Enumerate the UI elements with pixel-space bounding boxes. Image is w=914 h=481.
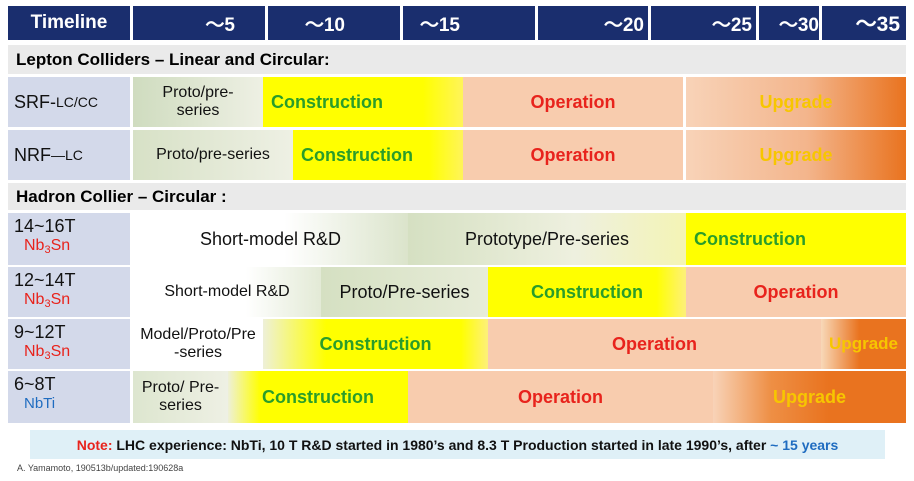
- r912-label-material: Nb3Sn: [24, 343, 71, 362]
- r1214-short-model: Short-model R&D: [133, 267, 321, 317]
- srf-label-sub: LC/CC: [56, 94, 99, 110]
- nrf-proto: Proto/pre-series: [133, 130, 293, 180]
- r1416-label-material: Nb3Sn: [24, 237, 71, 256]
- row-label-14-16t: 14~16T Nb3Sn: [8, 213, 130, 265]
- r1214-proto: Proto/Pre-series: [321, 267, 488, 317]
- row-label-srf: SRF- LC/CC: [8, 77, 130, 127]
- note-highlight: ~ 15 years: [770, 436, 839, 453]
- r1416-construction: Construction: [686, 213, 906, 265]
- tick-30: ～30: [759, 6, 819, 40]
- srf-label-main: SRF-: [14, 91, 56, 112]
- r912-label-main: 9~12T: [14, 322, 66, 342]
- row-label-nrf: NRF —LC: [8, 130, 130, 180]
- nrf-upgrade: Upgrade: [686, 130, 906, 180]
- srf-proto: Proto/pre-series: [133, 77, 263, 127]
- row-label-12-14t: 12~14T Nb3Sn: [8, 267, 130, 317]
- r1214-label-main: 12~14T: [14, 270, 76, 290]
- r912-operation: Operation: [488, 319, 821, 369]
- srf-operation: Operation: [463, 77, 683, 127]
- r1214-operation: Operation: [686, 267, 906, 317]
- r68-operation: Operation: [408, 371, 713, 423]
- tick-5: ～5: [133, 6, 265, 40]
- tick-25: ～25: [651, 6, 756, 40]
- r912-upgrade: Upgrade: [821, 319, 906, 369]
- r1416-prototype: Prototype/Pre-series: [408, 213, 686, 265]
- note-text: LHC experience: NbTi, 10 T R&D started i…: [112, 436, 771, 453]
- note-banner: Note: LHC experience: NbTi, 10 T R&D sta…: [30, 430, 885, 459]
- r68-upgrade: Upgrade: [713, 371, 906, 423]
- r1416-label-main: 14~16T: [14, 216, 76, 236]
- srf-upgrade: Upgrade: [686, 77, 906, 127]
- r68-label-material: NbTi: [24, 395, 56, 412]
- nrf-label-main: NRF: [14, 144, 51, 165]
- r1416-short-model: Short-model R&D: [133, 213, 408, 265]
- r912-model-proto: Model/Proto/Pre-series: [133, 319, 263, 369]
- tick-35: ～35: [822, 6, 906, 40]
- credit-text: A. Yamamoto, 190513b/updated:190628a: [17, 463, 184, 473]
- r68-proto: Proto/ Pre-series: [133, 371, 228, 423]
- note-prefix: Note:: [76, 436, 113, 453]
- hadron-section-title: Hadron Collier – Circular :: [8, 183, 906, 210]
- row-label-6-8t: 6~8T NbTi: [8, 371, 130, 423]
- r68-label-main: 6~8T: [14, 374, 56, 394]
- nrf-operation: Operation: [463, 130, 683, 180]
- srf-construction: Construction: [263, 77, 463, 127]
- tick-10: ～10: [268, 6, 400, 40]
- r1214-label-material: Nb3Sn: [24, 291, 71, 310]
- timeline-header: Timeline: [8, 6, 130, 40]
- nrf-label-sub: —LC: [51, 147, 83, 163]
- r912-construction: Construction: [263, 319, 488, 369]
- lepton-section-title: Lepton Colliders – Linear and Circular:: [8, 45, 906, 74]
- tick-20: ～20: [538, 6, 648, 40]
- nrf-construction: Construction: [293, 130, 463, 180]
- r1214-construction: Construction: [488, 267, 686, 317]
- row-label-9-12t: 9~12T Nb3Sn: [8, 319, 130, 369]
- tick-15: ～15: [403, 6, 535, 40]
- r68-construction: Construction: [228, 371, 408, 423]
